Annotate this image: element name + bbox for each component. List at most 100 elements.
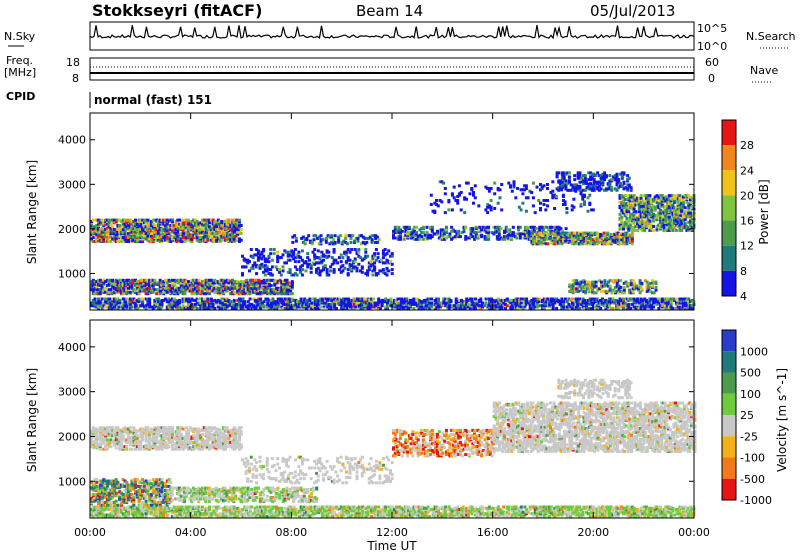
data-cell — [310, 264, 313, 267]
data-cell — [486, 211, 489, 214]
data-cell — [349, 259, 352, 262]
data-cell — [276, 260, 279, 263]
data-cell — [263, 304, 266, 307]
data-cell — [445, 228, 448, 231]
data-cell — [564, 179, 567, 182]
data-cell — [219, 283, 222, 286]
data-cell — [589, 182, 592, 185]
data-cell — [622, 304, 625, 307]
data-cell — [208, 287, 211, 290]
data-cell — [350, 241, 353, 244]
data-cell — [386, 252, 389, 255]
data-cell — [164, 279, 167, 282]
data-cell — [364, 251, 367, 254]
data-cell — [655, 289, 658, 292]
data-cell — [475, 226, 478, 229]
data-cell — [624, 194, 627, 197]
noise-right-label: N.Search — [746, 30, 796, 43]
data-cell — [472, 202, 475, 205]
data-cell — [546, 204, 549, 207]
data-cell — [320, 234, 323, 237]
data-cell — [626, 242, 629, 245]
data-cell — [101, 298, 104, 301]
data-cell — [102, 240, 105, 243]
data-cell — [594, 174, 597, 177]
data-cell — [343, 267, 346, 270]
data-cell — [579, 171, 582, 174]
data-cell — [357, 248, 360, 251]
data-cell — [636, 298, 639, 301]
data-cell — [99, 304, 102, 307]
data-cell — [546, 187, 549, 190]
data-cell — [373, 265, 376, 268]
data-cell — [546, 183, 549, 186]
data-cell — [573, 178, 576, 181]
data-cell — [262, 248, 265, 251]
data-cell — [415, 231, 418, 234]
data-cell — [628, 289, 631, 292]
data-cell — [401, 230, 404, 233]
data-cell — [356, 269, 359, 272]
data-cell — [512, 231, 515, 234]
data-cell — [229, 300, 232, 303]
data-cell — [336, 261, 339, 264]
data-cell — [631, 234, 634, 237]
data-cell — [600, 281, 603, 284]
data-cell — [500, 227, 503, 230]
data-cell — [551, 226, 554, 229]
freq-bottom-tick: 8 — [72, 72, 79, 85]
data-cell — [584, 174, 587, 177]
data-cell — [508, 228, 511, 231]
data-cell — [633, 221, 636, 224]
data-cell — [370, 260, 373, 263]
data-cell — [286, 279, 289, 282]
data-cell — [136, 223, 139, 226]
data-cell — [104, 287, 107, 290]
data-cell — [588, 202, 591, 205]
data-cell — [325, 237, 328, 240]
data-cell — [639, 279, 642, 282]
data-cell — [306, 252, 309, 255]
data-cell — [431, 228, 434, 231]
data-cell — [631, 232, 634, 235]
data-cell — [262, 255, 265, 258]
data-cell — [176, 231, 179, 234]
data-cell — [527, 196, 530, 199]
data-cell — [243, 300, 246, 303]
data-cell — [529, 304, 532, 307]
data-cell — [354, 260, 357, 263]
data-cell — [380, 259, 383, 262]
data-cell — [675, 229, 678, 232]
data-cell — [111, 225, 114, 228]
data-cell — [278, 268, 281, 271]
data-cell — [532, 182, 535, 185]
data-cell — [673, 200, 676, 203]
data-cell — [680, 222, 683, 225]
data-cell — [139, 224, 142, 227]
data-cell — [344, 237, 347, 240]
data-cell — [255, 272, 258, 275]
data-cell — [97, 298, 100, 301]
data-cell — [689, 224, 692, 227]
data-cell — [222, 233, 225, 236]
data-cell — [426, 231, 429, 234]
data-cell — [682, 216, 685, 219]
data-cell — [206, 300, 209, 303]
data-cell — [459, 235, 462, 238]
nave-top-tick: 60 — [705, 56, 719, 69]
data-cell — [545, 300, 548, 303]
data-cell — [449, 299, 452, 302]
data-cell — [487, 234, 490, 237]
data-cell — [519, 237, 522, 240]
data-cell — [543, 184, 546, 187]
data-cell — [470, 232, 473, 235]
data-cell — [371, 257, 374, 260]
data-cell — [581, 198, 584, 201]
data-cell — [350, 248, 353, 251]
data-cell — [101, 307, 104, 310]
data-cell — [324, 264, 327, 267]
data-cell — [301, 259, 304, 262]
data-cell — [122, 307, 125, 310]
data-cell — [294, 248, 297, 251]
data-cell — [319, 257, 322, 260]
